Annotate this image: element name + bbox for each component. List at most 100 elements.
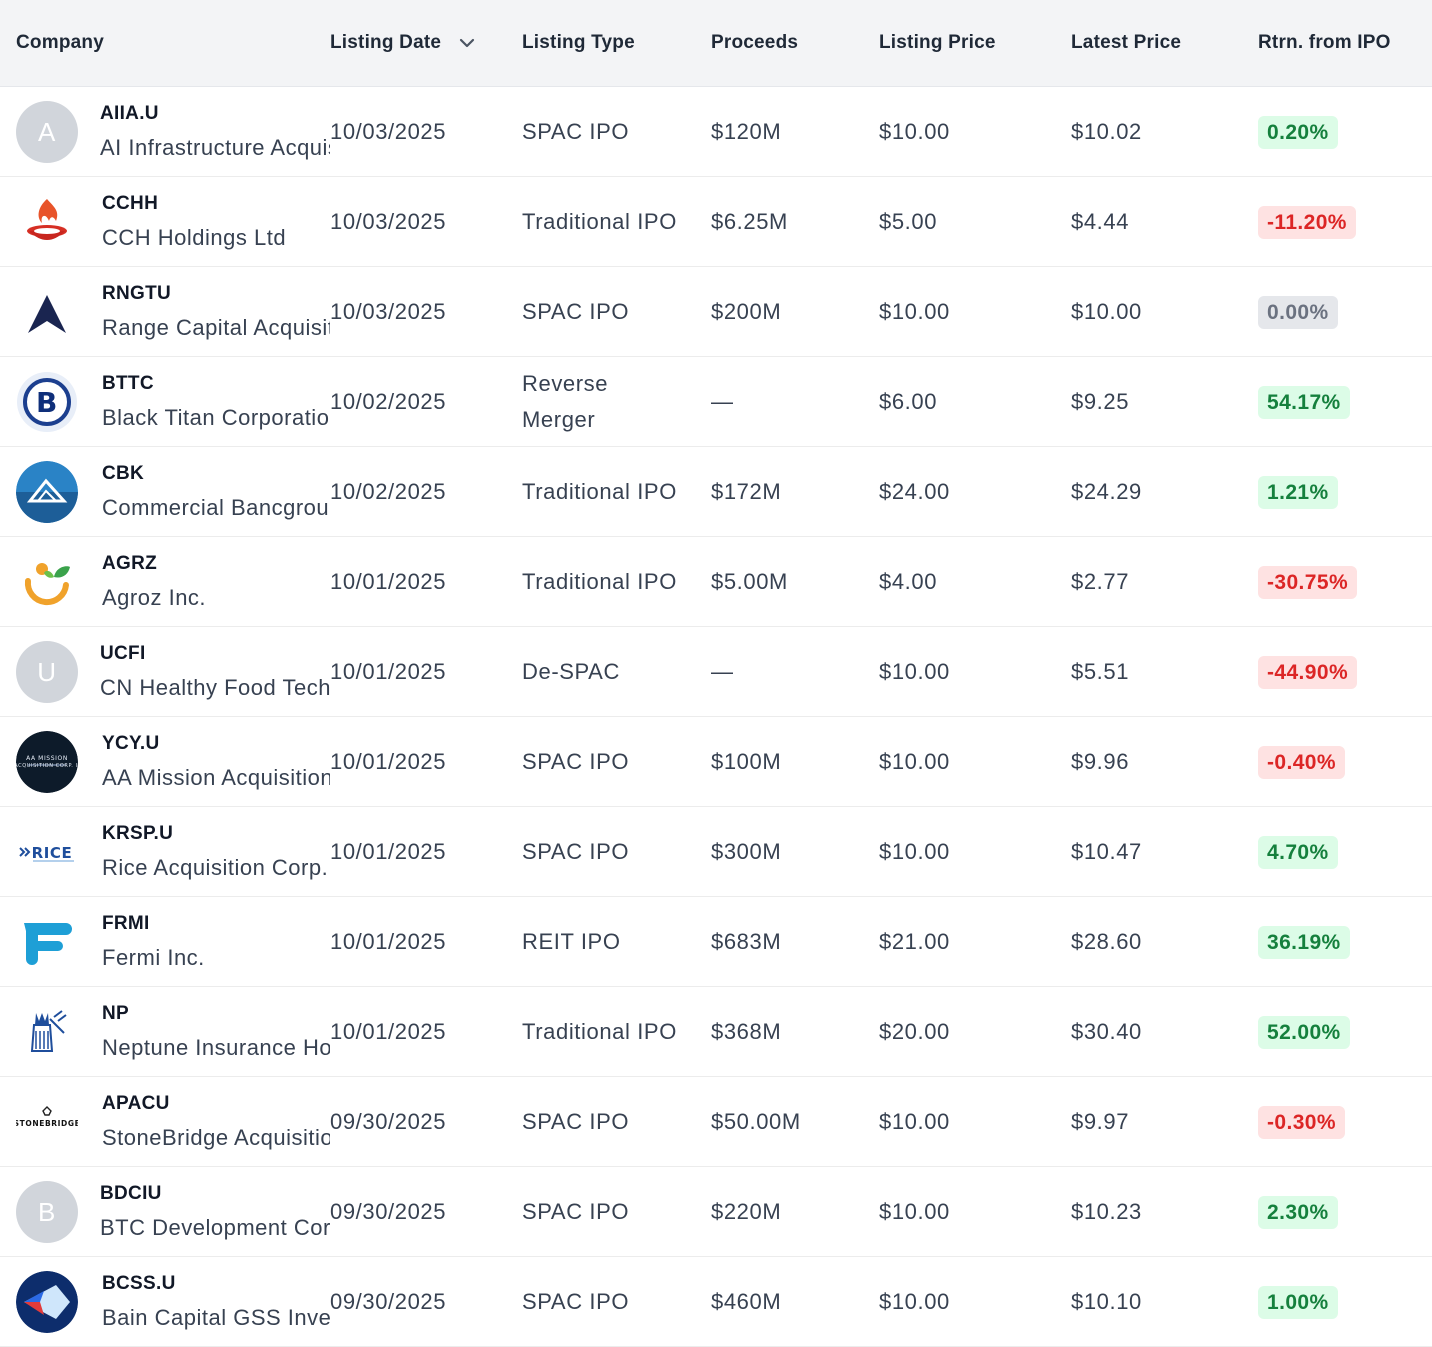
company-name[interactable]: BTC Development Corp. (100, 1214, 330, 1240)
company-name[interactable]: Rice Acquisition Corp. 3 (102, 854, 330, 880)
company-ticker[interactable]: BDCIU (100, 1182, 162, 1204)
company-text: KRSP.U Rice Acquisition Corp. 3 (102, 818, 330, 886)
header-listing-type[interactable]: Listing Type (522, 32, 635, 53)
company-logo (16, 1001, 78, 1063)
listing-price-cell: $20.00 (879, 1018, 950, 1044)
logo-initial: A (38, 116, 56, 147)
latest-price-cell: $24.29 (1071, 478, 1142, 504)
company-ticker[interactable]: KRSP.U (102, 822, 174, 844)
company-cell[interactable]: B BTTC Black Titan Corporation (0, 368, 330, 436)
company-logo: RICE (16, 821, 78, 883)
table-row[interactable]: AA MISSION ACQUISITION CORP. II YCY.U AA Mi… (0, 717, 1432, 807)
table-row[interactable]: A AIIA.U AI Infrastructure Acquisition Cor… (0, 87, 1432, 177)
company-ticker[interactable]: AIIA.U (100, 102, 159, 124)
return-badge: -30.75% (1258, 565, 1358, 599)
company-ticker[interactable]: BTTC (102, 372, 154, 394)
company-name[interactable]: AI Infrastructure Acquisition Corp. (100, 134, 330, 160)
table-row[interactable]: U UCFI CN Healthy Food Tech 10/01/2025 De-SP… (0, 627, 1432, 717)
company-ticker[interactable]: AGRZ (102, 552, 158, 574)
company-cell[interactable]: STONEBRIDGE APACU StoneBridge Acquisition … (0, 1088, 330, 1156)
header-latest-price[interactable]: Latest Price (1071, 32, 1182, 53)
company-cell[interactable]: NP Neptune Insurance Holdings (0, 998, 330, 1066)
table-row[interactable]: FRMI Fermi Inc. 10/01/2025 REIT IPO $683M $21… (0, 897, 1432, 987)
company-ticker[interactable]: FRMI (102, 912, 150, 934)
company-name[interactable]: AA Mission Acquisition Corp. II (102, 764, 330, 790)
table-row[interactable]: B BDCIU BTC Development Corp. 09/30/2025 SPA… (0, 1167, 1432, 1257)
company-text: YCY.U AA Mission Acquisition Corp. II (102, 728, 330, 796)
company-cell[interactable]: U UCFI CN Healthy Food Tech (0, 638, 330, 706)
latest-price-cell: $28.60 (1071, 928, 1142, 954)
listing-price-cell: $10.00 (879, 1198, 950, 1224)
company-logo (16, 191, 78, 253)
company-text: CBK Commercial Bancgroup (102, 458, 330, 526)
header-company[interactable]: Company (16, 32, 104, 53)
company-logo (16, 460, 78, 523)
company-cell[interactable]: A AIIA.U AI Infrastructure Acquisition Cor… (0, 98, 330, 166)
company-name[interactable]: Commercial Bancgroup (102, 494, 330, 520)
listing-type-cell: SPAC IPO (522, 748, 630, 774)
company-text: BTTC Black Titan Corporation (102, 368, 330, 436)
listing-price-cell: $10.00 (879, 748, 950, 774)
listing-date-cell: 09/30/2025 (330, 1108, 447, 1134)
latest-price-cell: $2.77 (1071, 568, 1130, 594)
company-ticker[interactable]: APACU (102, 1092, 170, 1114)
company-cell[interactable]: RNGTU Range Capital Acquisition Corp. II (0, 278, 330, 346)
company-cell[interactable]: RICE KRSP.U Rice Acquisition Corp. 3 (0, 818, 330, 886)
listing-date-cell: 10/01/2025 (330, 748, 447, 774)
table-row[interactable]: STONEBRIDGE APACU StoneBridge Acquisition … (0, 1077, 1432, 1167)
company-text: AIIA.U AI Infrastructure Acquisition Corp… (100, 98, 330, 166)
company-cell[interactable]: FRMI Fermi Inc. (0, 908, 330, 976)
table-row[interactable]: CCHH CCH Holdings Ltd 10/03/2025 Traditiona… (0, 177, 1432, 267)
header-listing-price[interactable]: Listing Price (879, 32, 996, 53)
company-ticker[interactable]: UCFI (100, 642, 146, 664)
header-listing-date[interactable]: Listing Date (330, 32, 522, 54)
return-cell: 54.17% (1258, 384, 1416, 420)
table-row[interactable]: RNGTU Range Capital Acquisition Corp. II1… (0, 267, 1432, 357)
company-cell[interactable]: B BDCIU BTC Development Corp. (0, 1178, 330, 1246)
chevron-down-icon[interactable] (459, 35, 475, 51)
header-return-from-ipo[interactable]: Rtrn. from IPO (1258, 32, 1391, 53)
company-cell[interactable]: CBK Commercial Bancgroup (0, 458, 330, 526)
header-proceeds[interactable]: Proceeds (711, 32, 799, 53)
company-name[interactable]: Neptune Insurance Holdings (102, 1034, 330, 1060)
company-cell[interactable]: AA MISSION ACQUISITION CORP. II YCY.U AA Mi… (0, 728, 330, 796)
listing-type-cell: De-SPAC (522, 658, 620, 684)
company-name[interactable]: Agroz Inc. (102, 584, 207, 610)
company-cell[interactable]: CCHH CCH Holdings Ltd (0, 188, 330, 256)
table-row[interactable]: B BTTC Black Titan Corporation 10/02/2025 Re… (0, 357, 1432, 447)
company-name[interactable]: StoneBridge Acquisition II (102, 1124, 330, 1150)
table-row[interactable]: CBK Commercial Bancgroup 10/02/2025 Traditi… (0, 447, 1432, 537)
company-name[interactable]: CCH Holdings Ltd (102, 224, 287, 250)
company-ticker[interactable]: YCY.U (102, 732, 160, 754)
svg-text:ACQUISITION CORP. II: ACQUISITION CORP. II (16, 763, 78, 769)
table-row[interactable]: BCSS.U Bain Capital GSS Investment Corp.0… (0, 1257, 1432, 1347)
svg-text:STONEBRIDGE: STONEBRIDGE (16, 1119, 78, 1128)
company-name[interactable]: CN Healthy Food Tech (100, 674, 330, 700)
company-text: RNGTU Range Capital Acquisition Corp. II (102, 278, 330, 346)
company-name[interactable]: Black Titan Corporation (102, 404, 330, 430)
company-ticker[interactable]: CBK (102, 462, 145, 484)
company-ticker[interactable]: BCSS.U (102, 1272, 176, 1294)
company-ticker[interactable]: CCHH (102, 192, 159, 214)
listing-price-cell: $24.00 (879, 478, 950, 504)
company-name[interactable]: Fermi Inc. (102, 944, 205, 970)
company-cell[interactable]: BCSS.U Bain Capital GSS Investment Corp. (0, 1268, 330, 1336)
listing-type-cell: SPAC IPO (522, 298, 630, 324)
proceeds-cell: $50.00M (711, 1108, 801, 1134)
company-text: UCFI CN Healthy Food Tech (100, 638, 330, 706)
company-name[interactable]: Bain Capital GSS Investment Corp. (102, 1304, 330, 1330)
logo-initial: U (37, 656, 57, 687)
company-ticker[interactable]: RNGTU (102, 282, 172, 304)
company-name[interactable]: Range Capital Acquisition Corp. II (102, 314, 330, 340)
proceeds-cell: $6.25M (711, 208, 788, 234)
company-cell[interactable]: AGRZ Agroz Inc. (0, 548, 330, 616)
listing-date-cell: 10/02/2025 (330, 478, 447, 504)
latest-price-cell: $9.96 (1071, 748, 1130, 774)
proceeds-cell: $683M (711, 928, 782, 954)
table-row[interactable]: AGRZ Agroz Inc. 10/01/2025 Traditional IPO $… (0, 537, 1432, 627)
table-row[interactable]: NP Neptune Insurance Holdings10/01/2025 Tr… (0, 987, 1432, 1077)
listing-type-cell: SPAC IPO (522, 1108, 630, 1134)
company-ticker[interactable]: NP (102, 1002, 129, 1024)
logo-initial: B (38, 1196, 56, 1227)
table-row[interactable]: RICE KRSP.U Rice Acquisition Corp. 3 10/01/… (0, 807, 1432, 897)
